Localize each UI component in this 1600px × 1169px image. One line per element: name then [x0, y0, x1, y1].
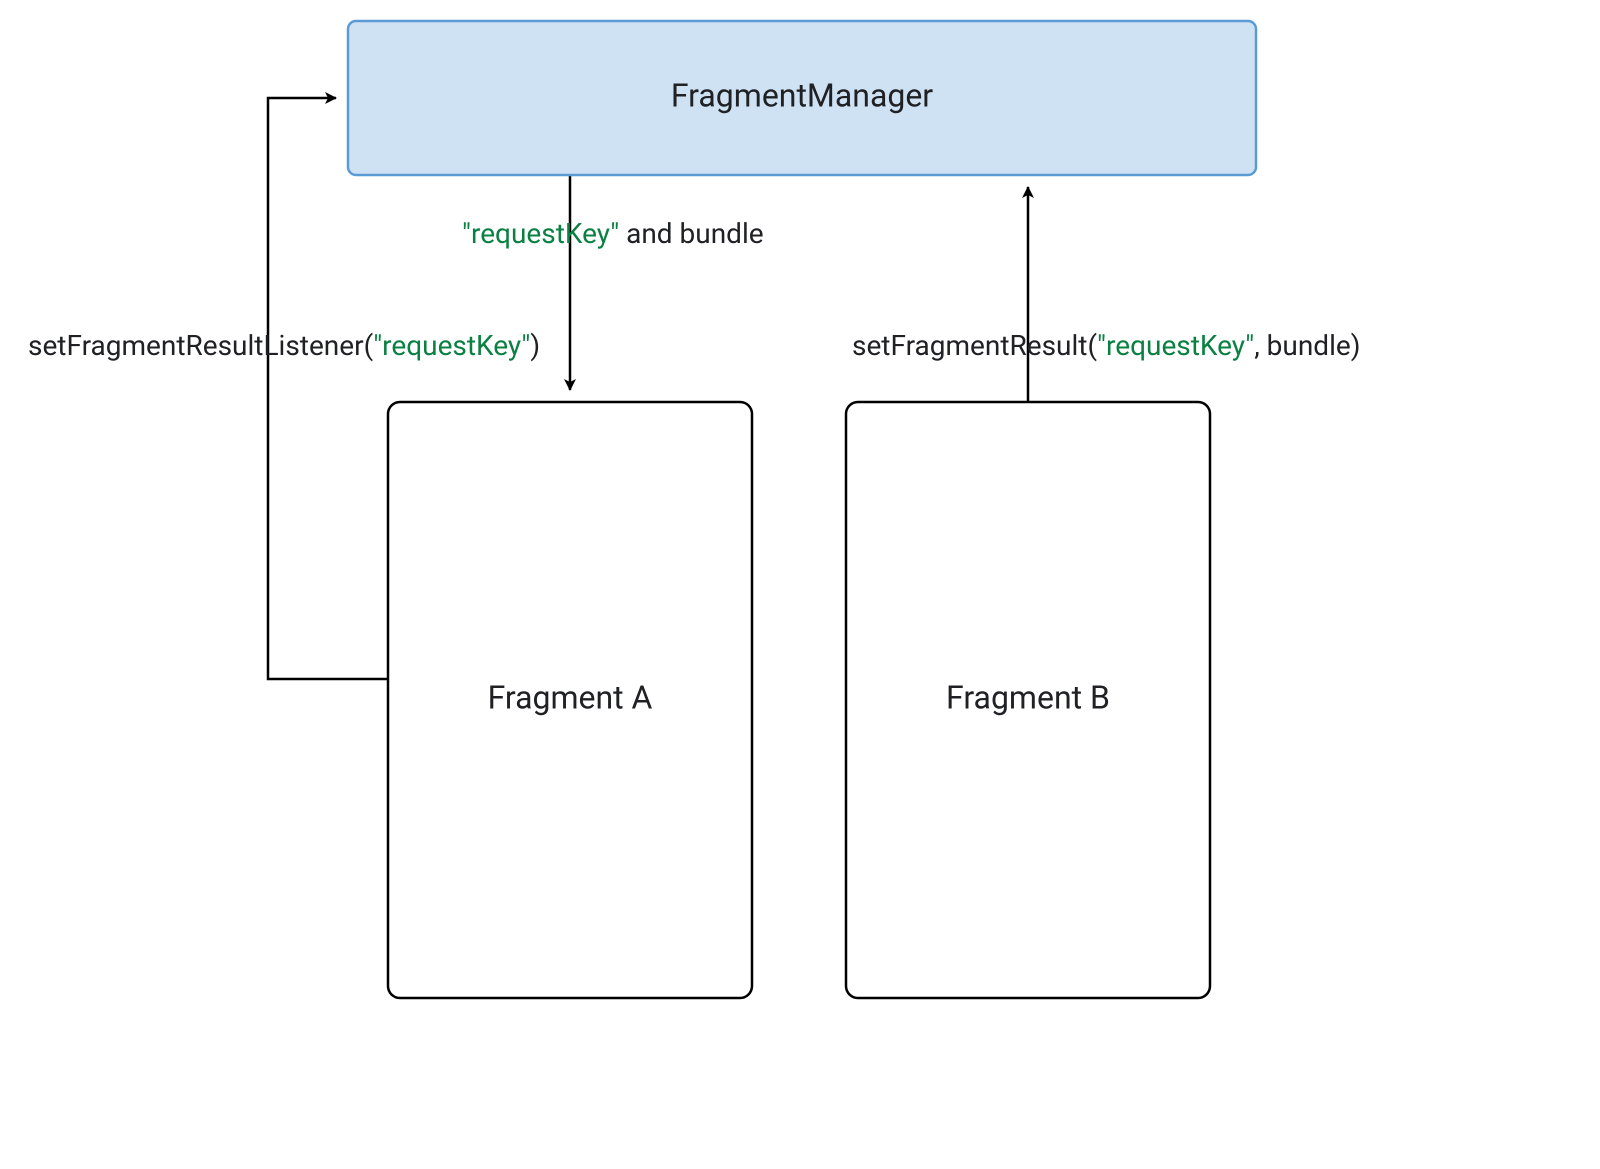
edge-set-fragment-result: setFragmentResult("requestKey", bundle) [852, 187, 1361, 402]
edge-deliver-label: "requestKey" and bundle [462, 217, 764, 250]
fragment-result-diagram: setFragmentResultListener("requestKey") … [0, 0, 1600, 1169]
edge-listener-label: setFragmentResultListener("requestKey") [28, 329, 540, 362]
node-fragment-b: Fragment B [846, 402, 1210, 998]
node-fragment-a: Fragment A [388, 402, 752, 998]
edge-setresult-label: setFragmentResult("requestKey", bundle) [852, 329, 1361, 362]
node-fragment-a-label: Fragment A [488, 678, 653, 716]
node-fragment-b-label: Fragment B [946, 678, 1110, 716]
node-fragment-manager-label: FragmentManager [671, 76, 933, 114]
edge-listener-line [268, 98, 388, 679]
node-fragment-manager: FragmentManager [348, 21, 1256, 175]
